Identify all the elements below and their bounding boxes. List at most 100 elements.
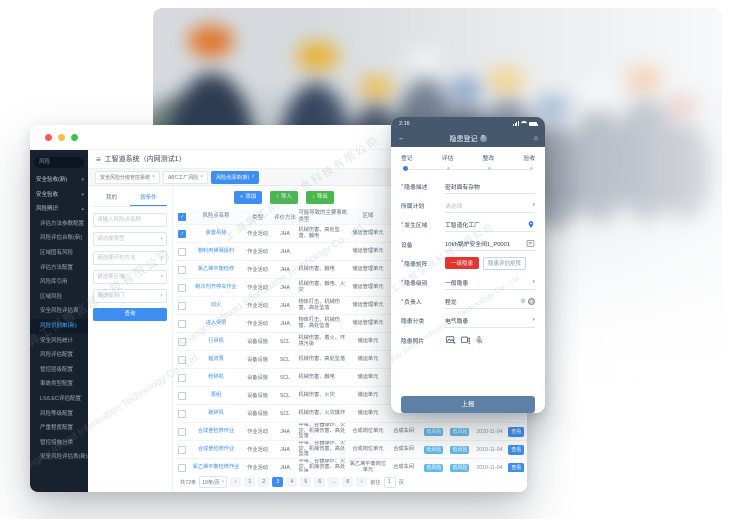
sidebar-item[interactable]: LS/LEC评估配置 [40,395,81,402]
close-icon[interactable]: × [251,174,255,180]
field-value[interactable]: 程龙 ⊗ @ [445,295,535,309]
video-icon[interactable] [460,335,471,345]
select-all-checkbox[interactable]: ✓ [178,212,187,221]
page-ellipsis[interactable]: ... [328,477,340,487]
risk-point-link[interactable]: 氯乙烯平衡检修作业 [192,463,240,470]
page-button[interactable]: 4 [286,477,298,487]
sidebar-item[interactable]: 安全验收 ▾ [30,188,88,203]
sidebar-item[interactable]: 风险评估台账(新) [40,235,83,242]
device-list-icon[interactable] [526,239,535,248]
field-value[interactable]: 一般隐患 ▾ [445,276,535,290]
sidebar-item[interactable]: 区域固有风险 [40,249,74,256]
goto-page-input[interactable]: 1 [383,476,396,488]
risk-point-link[interactable]: 进入受限 [205,319,227,326]
help-badge-icon[interactable]: ? [479,135,487,142]
search-button[interactable]: 查询 [93,308,167,321]
filter-select[interactable]: 请选择评价方法 ▾ [93,251,167,265]
row-checkbox[interactable] [178,391,187,400]
per-page-select[interactable]: 10条/页 ▾ [199,476,228,488]
page-button[interactable]: 6 [314,477,326,487]
field-value[interactable]: 10t/h锅炉安全阀1_P0001 [445,237,535,252]
filter-tab[interactable]: 我的 [105,195,117,201]
risk-point-link[interactable]: 动火 [210,301,222,308]
page-button[interactable]: 2 [258,477,270,487]
page-button[interactable]: 1 [244,477,256,487]
page-tab[interactable]: ABC工厂风险 × [162,170,209,184]
row-checkbox[interactable] [178,355,187,364]
risk-point-link[interactable]: 破碎机 [208,409,224,416]
matrix-button[interactable]: 隐患评估矩阵 [483,256,527,270]
view-button[interactable]: 查看 [508,445,525,455]
sidebar-item[interactable]: 风险识别单(新) [30,318,88,334]
filter-select[interactable]: 请选择类型 ▾ [93,232,167,246]
danger-level-button[interactable]: 一级隐患 [445,257,480,270]
filter-select[interactable]: 请选择部门 ▾ [93,289,167,303]
row-checkbox[interactable] [178,301,187,310]
risk-point-link[interactable]: 合成釜检修作业 [197,427,235,434]
row-checkbox[interactable]: ✓ [178,229,187,238]
clear-icon[interactable]: ⊗ [520,298,526,306]
risk-point-link[interactable]: 行吊机 [208,337,224,344]
risk-point-link[interactable]: 合成釜检修作业 [197,445,235,452]
next-page-button[interactable]: › [356,477,368,487]
close-icon[interactable]: × [200,174,204,180]
sidebar-item[interactable]: 安全风险评估表 [40,308,79,315]
field-value[interactable]: 工智道化工厂 [445,218,535,232]
sidebar-search-input[interactable]: 风险 [34,157,84,168]
sidebar-item[interactable]: 风险等级配置 [40,410,74,417]
filter-tab[interactable]: 按条件 [130,190,167,206]
add-button[interactable]: + 添加 [234,191,263,204]
view-button[interactable]: 查看 [508,427,525,437]
filter-select[interactable]: 请选择区域 ▾ [93,270,167,284]
home-icon[interactable]: ⌂ [533,135,538,142]
page-tab[interactable]: 风险点清单(新) × [211,170,260,184]
risk-point-link[interactable]: 制冷剂开停车作业 [195,283,237,290]
row-checkbox[interactable] [178,427,187,436]
risk-point-link[interactable]: 装置吊装 [205,229,227,236]
risk-point-link[interactable]: 轴流泵 [208,355,224,362]
sidebar-item[interactable]: 评估方法参数配置 [40,220,85,227]
sidebar-item[interactable]: 风险辨识 ▴ [30,202,88,217]
submit-button[interactable]: 上报 [401,396,535,413]
location-pin-icon[interactable] [527,220,535,229]
risk-point-link[interactable]: 粉碎机 [208,373,224,380]
prev-page-button[interactable]: ‹ [230,477,242,487]
page-tab[interactable]: 安全风险分级管控系统 × [95,170,160,184]
contact-icon[interactable]: @ [528,297,535,305]
field-value[interactable]: 电气隐患 ▾ [445,314,535,328]
import-button[interactable]: ↑ 导入 [270,191,298,204]
sidebar-item[interactable]: 安全风险统计 [40,337,74,344]
sidebar-item[interactable]: 安全验收(新) ▾ [30,173,88,188]
close-icon[interactable]: × [152,174,155,180]
row-checkbox[interactable] [178,319,187,328]
sidebar-item[interactable]: 安全风险评估表(新) [40,454,88,461]
view-button[interactable]: 查看 [508,463,525,472]
page-button[interactable]: 8 [342,477,354,487]
zoom-window-dot[interactable] [71,133,78,141]
risk-point-link[interactable]: 物料丙烯腈投料 [197,247,235,254]
sidebar-item[interactable]: 严重程度配置 [40,425,74,432]
row-checkbox[interactable] [178,409,187,418]
row-checkbox[interactable] [178,373,187,382]
back-arrow-icon[interactable]: ← [398,135,405,142]
row-checkbox[interactable] [178,283,187,292]
row-checkbox[interactable] [178,463,187,472]
row-checkbox[interactable] [178,445,187,454]
sidebar-item[interactable]: 事故类型配置 [40,381,74,388]
sidebar-item[interactable]: 风险库引用 [40,279,68,286]
export-button[interactable]: ↓ 导出 [306,191,334,204]
sidebar-item[interactable]: 评估方法配置 [40,264,74,271]
row-checkbox[interactable] [178,265,187,274]
page-button[interactable]: 3 [272,477,284,487]
mic-icon[interactable] [475,335,483,345]
sidebar-item[interactable]: 风险评估配置 [40,352,74,359]
risk-point-link[interactable]: 氯乙烯平衡检修 [197,265,235,272]
row-checkbox[interactable] [178,247,187,256]
risk-point-link[interactable]: 泵组 [210,391,222,398]
image-icon[interactable] [445,335,456,345]
field-value[interactable]: 请选择 ▾ [445,199,535,213]
close-window-dot[interactable] [45,133,52,141]
hamburger-menu-icon[interactable]: ≡ [96,154,101,164]
page-button[interactable]: 5 [300,477,312,487]
sidebar-item[interactable]: 区域风险 [40,293,63,300]
